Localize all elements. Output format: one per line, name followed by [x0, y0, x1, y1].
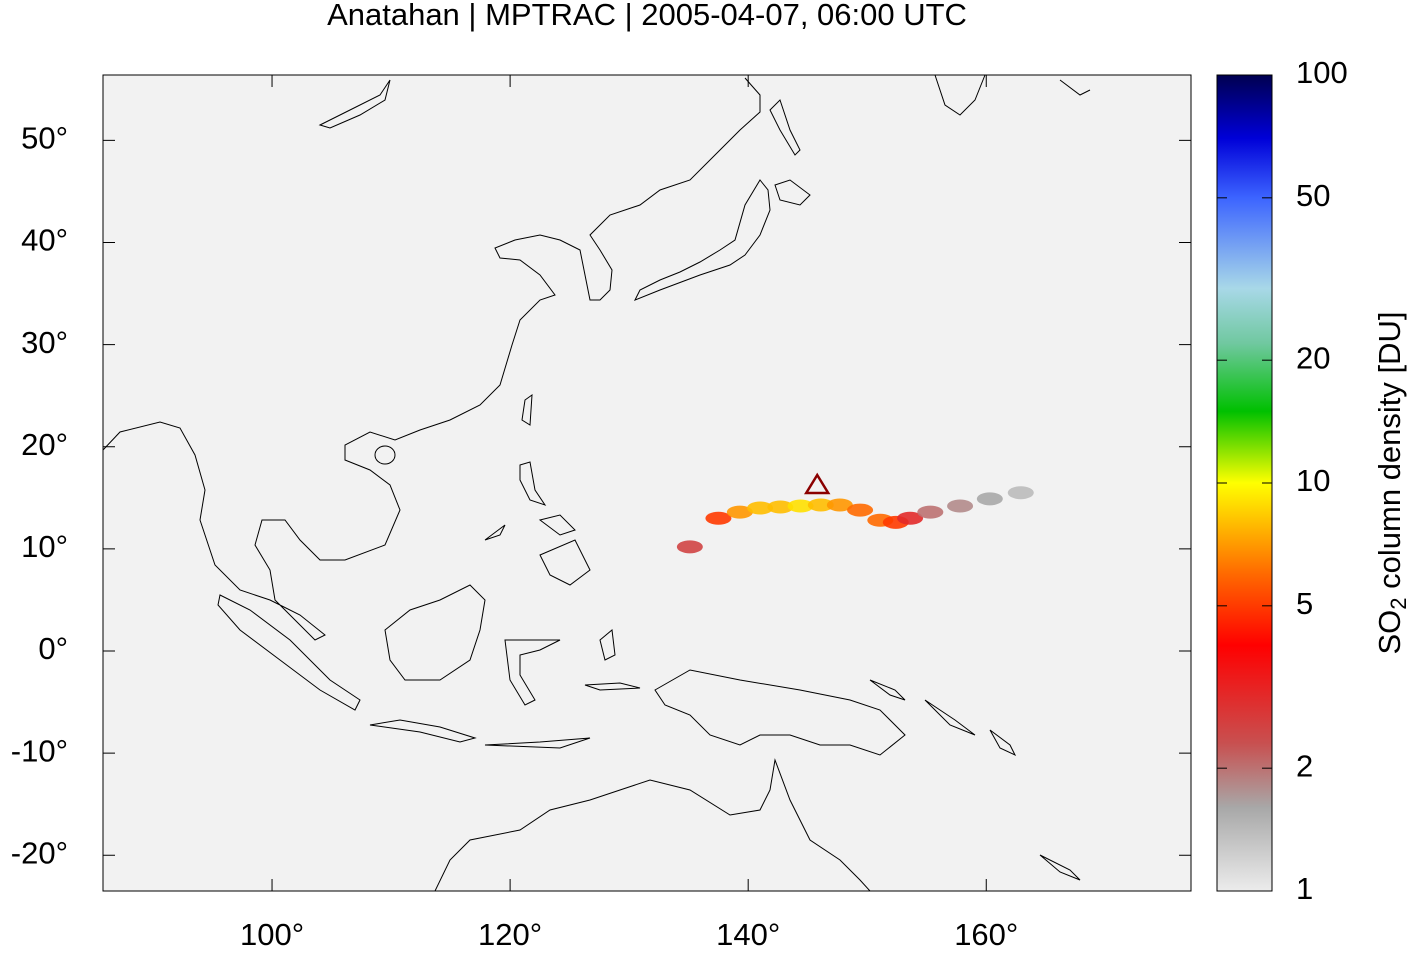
colorbar-label-main: SO [1372, 610, 1407, 655]
y-tick-label: 0° [38, 631, 68, 666]
y-tick-label: 50° [21, 121, 68, 156]
title: Anatahan | MPTRAC | 2005-04-07, 06:00 UT… [327, 0, 967, 32]
volcano-marker [803, 472, 831, 495]
so2-cell [807, 498, 834, 512]
so2-cell [947, 499, 974, 513]
colorbar-label-sub: 2 [1386, 597, 1411, 609]
x-tick-label: 100° [240, 917, 304, 950]
colorbar-tick-label: 10 [1296, 463, 1330, 498]
map-area [103, 75, 1191, 891]
so2-cell [787, 499, 814, 513]
so2-cell [976, 492, 1003, 506]
y-tick-label: 20° [21, 427, 68, 462]
so2-cell [847, 503, 874, 517]
colorbar-tick-label: 100 [1296, 55, 1348, 90]
so2-cell [826, 498, 853, 512]
y-tick-label: -10° [11, 733, 68, 768]
colorbar-tick-label: 5 [1296, 586, 1313, 621]
so2-cell [676, 540, 703, 554]
so2-cell [726, 505, 753, 519]
so2-cell [705, 511, 732, 525]
so2-cell [917, 505, 944, 519]
so2-cell [897, 511, 924, 525]
colorbar-tick-label: 1 [1296, 871, 1313, 906]
y-tick-label: 30° [21, 325, 68, 360]
so2-plume [676, 486, 1034, 554]
y-tick-label: 40° [21, 223, 68, 258]
y-tick-label: 10° [21, 529, 68, 564]
coastlines [102, 74, 1091, 892]
colorbar-tick-label: 20 [1296, 340, 1330, 375]
so2-cell [767, 500, 794, 514]
y-tick-label: -20° [11, 835, 68, 870]
colorbar-label: SO2 column density [DU] [1372, 311, 1411, 654]
so2-cell [1007, 486, 1034, 500]
colorbar-tick-label: 2 [1296, 748, 1313, 783]
x-tick-label: 120° [478, 917, 542, 950]
map-frame [102, 74, 1192, 892]
colorbar-tick-label: 50 [1296, 178, 1330, 213]
x-tick-label: 140° [716, 917, 780, 950]
colorbar-label-rest: column density [DU] [1372, 311, 1407, 597]
so2-cell [747, 501, 774, 515]
x-tick-label: 160° [954, 917, 1018, 950]
